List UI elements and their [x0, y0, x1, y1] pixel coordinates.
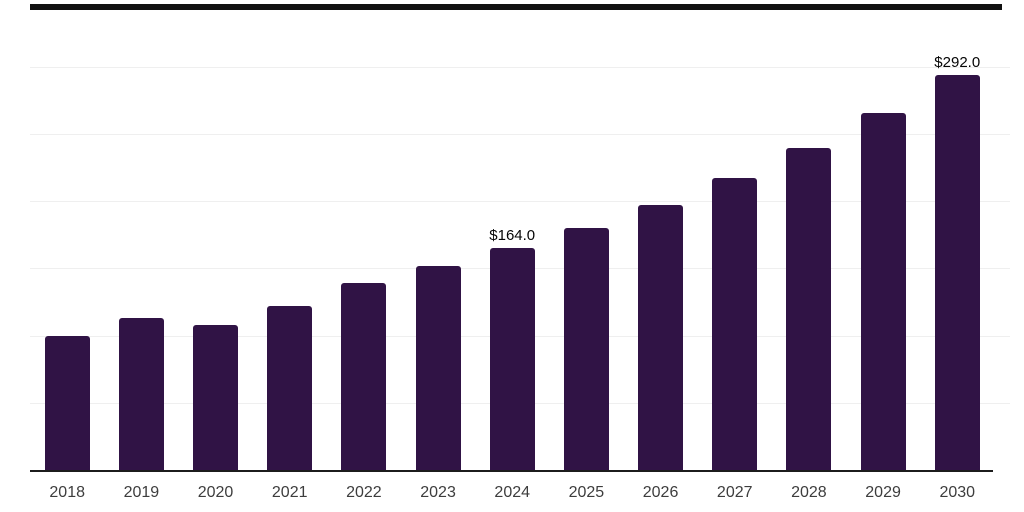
x-tick-label-2023: 2023: [420, 484, 456, 501]
x-tick-label-2029: 2029: [865, 484, 901, 501]
x-axis-line: [30, 470, 993, 472]
x-tick-label-2022: 2022: [346, 484, 382, 501]
bar-2026: [638, 205, 684, 470]
bar-2019: [118, 318, 164, 470]
bar-2030: [934, 75, 980, 470]
x-tick-label-2021: 2021: [271, 484, 308, 501]
top-border-strip: [30, 4, 1002, 10]
data-label-2030: $292.0: [934, 54, 981, 71]
bar-2025: [563, 228, 609, 470]
x-tick-label-2026: 2026: [642, 484, 679, 501]
bar-2028: [786, 148, 832, 470]
x-tick-label-2018: 2018: [49, 484, 85, 501]
x-tick-label-2028: 2028: [791, 484, 827, 501]
bar-2029: [860, 113, 906, 470]
x-tick-label-2030: 2030: [939, 484, 976, 501]
bar-2022: [341, 283, 387, 470]
data-label-2024: $164.0: [489, 227, 536, 244]
grid-line: [30, 201, 1010, 202]
x-tick-label-2025: 2025: [568, 484, 605, 501]
bar-2021: [267, 306, 313, 470]
x-tick-label-2024: 2024: [494, 484, 531, 501]
bar-2024: [489, 248, 535, 470]
grid-line: [30, 67, 1010, 68]
bar-2027: [712, 178, 758, 470]
x-tick-label-2019: 2019: [123, 484, 160, 501]
bar-2023: [415, 266, 461, 470]
grid-line: [30, 134, 1010, 135]
bar-2020: [193, 325, 239, 470]
x-tick-label-2020: 2020: [197, 484, 234, 501]
x-tick-label-2027: 2027: [716, 484, 753, 501]
bar-2018: [44, 336, 90, 470]
